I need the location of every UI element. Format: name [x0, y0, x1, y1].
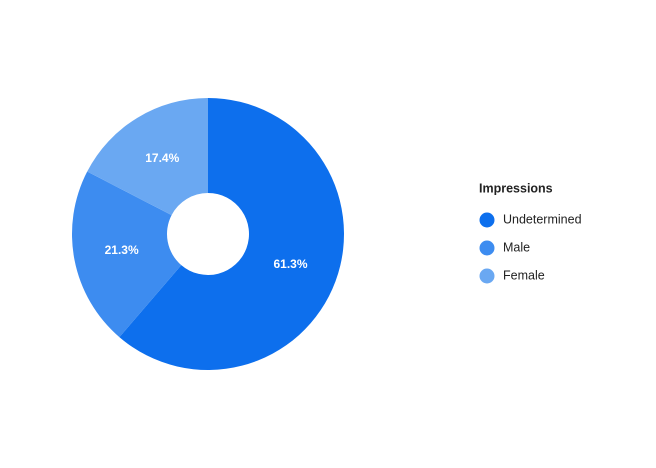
legend-swatch: [479, 240, 495, 256]
wedge: [119, 98, 345, 370]
value-label: 61.3%: [273, 257, 307, 271]
value-label: 17.4%: [145, 151, 179, 165]
legend-title: Impressions: [479, 181, 553, 195]
value-label: 21.3%: [105, 243, 139, 257]
legend-label: Male: [503, 240, 530, 254]
legend-label: Undetermined: [503, 212, 582, 226]
legend-swatch: [479, 212, 495, 228]
legend-label: Female: [503, 268, 545, 282]
wedge: [72, 171, 182, 338]
wedge: [87, 98, 208, 216]
legend-swatch: [479, 268, 495, 284]
